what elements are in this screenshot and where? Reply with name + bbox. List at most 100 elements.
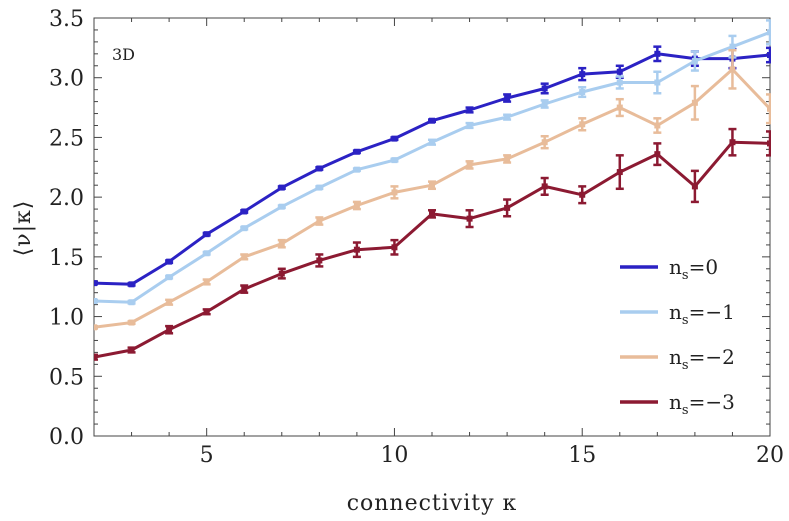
data-point [616,104,623,111]
data-point [504,204,511,211]
data-point [504,114,511,121]
data-point [203,250,210,257]
axis-ticks: 5 10 15 20 0.0 0.5 1.0 1.5 2.0 2.5 3.0 3.5 [49,7,784,468]
data-point [541,183,548,190]
legend: ns=0 ns=−1 ns=−2 ns=−3 [620,255,735,418]
data-point [466,122,473,129]
data-point [278,184,285,191]
data-point [616,169,623,176]
y-tick-label: 3.0 [49,67,84,92]
y-tick-label: 3.5 [49,7,84,32]
series-layer [94,19,771,361]
data-point [654,122,661,129]
plot-frame [93,17,771,437]
data-point [166,326,173,333]
x-tick-label: 5 [200,443,214,468]
data-point [466,215,473,222]
data-point [353,166,360,173]
series-line [94,67,771,329]
data-point [579,121,586,128]
legend-label: ns=−2 [669,345,735,373]
y-tick-label: 0.5 [49,365,84,390]
data-point [767,29,771,36]
data-point [353,148,360,155]
series-3 [94,127,771,361]
data-point [128,299,135,306]
data-point [203,278,210,285]
y-axis-title: ⟨ν|κ⟩ [11,200,36,257]
data-point [203,308,210,315]
data-point [729,139,736,146]
data-point [466,161,473,168]
data-point [278,203,285,210]
data-point [504,95,511,102]
data-point [579,71,586,78]
legend-label: ns=−3 [669,390,735,418]
data-point [128,319,135,326]
series-line [94,140,771,359]
data-point [429,182,435,189]
data-point [203,231,210,238]
legend-label: ns=−1 [669,300,735,328]
series-2 [94,48,771,331]
data-point [541,139,548,146]
data-point [616,68,623,75]
series-1 [94,19,771,306]
data-point [729,43,736,50]
data-point [767,105,771,112]
data-point [541,85,548,92]
data-point [166,299,173,306]
data-point [241,253,248,260]
data-point [166,274,173,281]
x-tick-label: 15 [568,443,596,468]
data-point [94,354,97,361]
data-point [391,135,398,142]
data-point [429,139,435,146]
data-point [579,89,586,96]
panel-annotation: 3D [112,45,135,64]
y-tick-label: 1.0 [49,306,84,331]
x-tick-label: 10 [380,443,408,468]
data-point [691,183,698,190]
series-line [94,52,771,286]
data-point [616,79,623,86]
y-tick-label: 2.5 [49,126,84,151]
data-point [241,225,248,232]
data-point [429,210,435,217]
data-point [391,157,398,164]
x-tick-label: 20 [756,443,784,468]
data-point [654,50,661,57]
data-point [94,324,97,331]
data-point [316,218,323,225]
y-tick-label: 1.5 [49,246,84,271]
data-point [391,189,398,196]
data-point [429,117,435,124]
data-point [691,57,698,64]
data-point [691,99,698,106]
data-point [391,244,398,251]
data-point [316,257,323,264]
data-point [94,280,97,287]
data-point [504,155,511,162]
data-point [316,184,323,191]
data-point [128,347,135,354]
y-tick-label: 2.0 [49,186,84,211]
data-point [241,208,248,215]
data-point [278,270,285,277]
data-point [466,106,473,113]
data-point [278,240,285,247]
data-point [541,100,548,107]
data-point [579,191,586,198]
data-point [128,281,135,288]
data-point [729,66,736,73]
data-point [353,246,360,253]
data-point [316,165,323,172]
x-axis-title: connectivity κ [347,491,518,516]
data-point [654,151,661,158]
data-point [94,298,97,305]
data-point [353,202,360,209]
legend-label: ns=0 [669,255,718,283]
data-point [166,258,173,265]
y-tick-label: 0.0 [49,425,84,450]
data-point [767,140,771,147]
